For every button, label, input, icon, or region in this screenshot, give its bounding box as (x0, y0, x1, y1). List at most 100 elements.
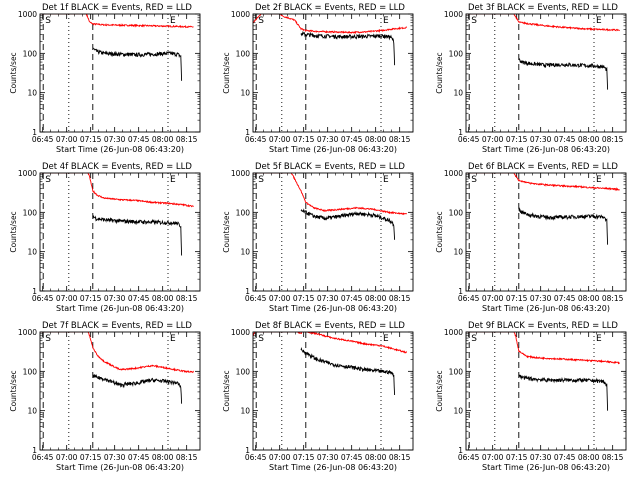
panel-title: Det 6f BLACK = Events, RED = LLD (468, 162, 618, 172)
y-tick-label: 1000 (231, 10, 250, 19)
x-tick-label: 07:30 (317, 294, 339, 303)
x-tick-label: 08:15 (389, 294, 411, 303)
x-axis-title: Start Time (26-Jun-08 06:43:20) (269, 304, 397, 313)
x-tick-label: 08:15 (176, 294, 198, 303)
events-series-line (92, 214, 183, 256)
x-tick-label: 06:45 (458, 294, 480, 303)
y-tick-label: 1 (32, 446, 37, 455)
x-tick-label: 07:30 (317, 453, 339, 462)
x-tick-label: 06:45 (32, 453, 54, 462)
y-tick-label: 1000 (18, 328, 37, 337)
events-series-line (518, 207, 609, 245)
events-series-line (300, 347, 396, 396)
x-tick-label: 07:15 (80, 294, 102, 303)
y-tick-label: 1000 (444, 169, 463, 178)
y-tick-label: 1000 (444, 328, 463, 337)
x-tick-label: 06:45 (458, 135, 480, 144)
end-marker-label: E (596, 334, 602, 344)
y-tick-label: 1 (245, 446, 250, 455)
panel-title: Det 3f BLACK = Events, RED = LLD (468, 3, 618, 13)
plot-area (40, 173, 194, 256)
y-tick-label: 1 (458, 287, 463, 296)
panel-title: Det 4f BLACK = Events, RED = LLD (42, 162, 192, 172)
x-axis-title: Start Time (26-Jun-08 06:43:20) (56, 463, 184, 472)
x-tick-label: 07:30 (530, 453, 552, 462)
panel-det-6: Det 6f BLACK = Events, RED = LLD 1 10 100 10… (435, 162, 627, 313)
panel-title: Det 9f BLACK = Events, RED = LLD (468, 321, 618, 331)
y-axis-title: Counts/sec (222, 211, 231, 252)
panel-title: Det 7f BLACK = Events, RED = LLD (42, 321, 192, 331)
x-tick-label: 07:00 (56, 453, 78, 462)
y-tick-label: 1000 (444, 10, 463, 19)
x-tick-label: 08:00 (152, 135, 174, 144)
y-tick-label: 10 (240, 248, 250, 257)
plot-area (466, 332, 620, 411)
y-tick-label: 100 (236, 367, 251, 376)
x-tick-label: 08:00 (152, 453, 174, 462)
x-tick-label: 07:45 (128, 135, 150, 144)
plot-frame (39, 172, 201, 292)
end-marker-label: E (383, 334, 389, 344)
x-axis-title: Start Time (26-Jun-08 06:43:20) (482, 463, 610, 472)
x-tick-label: 07:15 (506, 294, 528, 303)
start-marker-label: S (471, 16, 477, 26)
lld-series-line (253, 173, 407, 216)
x-tick-label: 07:00 (482, 294, 504, 303)
end-marker-label: E (170, 16, 176, 26)
plot-frame (252, 172, 414, 292)
events-series-line (92, 373, 183, 404)
plot-area (466, 14, 620, 90)
x-tick-label: 08:15 (602, 135, 624, 144)
start-marker-label: S (45, 334, 51, 344)
lld-series-line (40, 332, 194, 374)
panel-title: Det 2f BLACK = Events, RED = LLD (255, 3, 405, 13)
x-tick-label: 07:15 (293, 453, 315, 462)
x-tick-label: 07:15 (293, 135, 315, 144)
x-tick-label: 07:45 (341, 294, 363, 303)
panel-title: Det 8f BLACK = Events, RED = LLD (255, 321, 405, 331)
y-axis-title: Counts/sec (9, 52, 18, 93)
x-tick-label: 06:45 (32, 135, 54, 144)
lld-series-line (466, 14, 620, 32)
x-axis-title: Start Time (26-Jun-08 06:43:20) (56, 145, 184, 154)
end-marker-label: E (170, 334, 176, 344)
events-series-line (300, 208, 396, 240)
lld-series-line (466, 173, 620, 192)
plot-area (253, 332, 408, 396)
panel-det-4: Det 4f BLACK = Events, RED = LLD 1 10 100 10… (9, 162, 201, 313)
lld-series-line (253, 332, 408, 354)
y-tick-label: 1 (32, 128, 37, 137)
start-marker-label: S (45, 175, 51, 185)
x-tick-label: 07:30 (104, 294, 126, 303)
panel-title: Det 5f BLACK = Events, RED = LLD (255, 162, 405, 172)
panel-title: Det 1f BLACK = Events, RED = LLD (42, 3, 192, 13)
x-tick-label: 08:15 (176, 135, 198, 144)
end-marker-label: E (383, 16, 389, 26)
x-tick-label: 07:30 (317, 135, 339, 144)
y-tick-label: 100 (449, 367, 464, 376)
x-tick-label: 07:15 (80, 453, 102, 462)
x-tick-label: 06:45 (245, 135, 267, 144)
x-tick-label: 07:30 (104, 135, 126, 144)
panel-det-3: Det 3f BLACK = Events, RED = LLD 1 10 100 10… (435, 3, 627, 154)
plot-frame (465, 172, 627, 292)
x-tick-label: 07:30 (104, 453, 126, 462)
start-marker-label: S (258, 334, 264, 344)
end-marker-label: E (170, 175, 176, 185)
y-tick-label: 10 (453, 248, 463, 257)
x-tick-label: 07:00 (482, 135, 504, 144)
y-tick-label: 1000 (231, 169, 250, 178)
x-axis-title: Start Time (26-Jun-08 06:43:20) (482, 145, 610, 154)
y-tick-label: 100 (23, 208, 38, 217)
x-tick-label: 07:00 (56, 135, 78, 144)
y-axis-title: Counts/sec (9, 370, 18, 411)
x-tick-label: 07:00 (56, 294, 78, 303)
x-tick-label: 07:45 (341, 135, 363, 144)
x-tick-label: 07:00 (482, 453, 504, 462)
x-tick-label: 08:00 (365, 294, 387, 303)
plot-frame (39, 13, 201, 133)
y-tick-label: 1 (245, 287, 250, 296)
events-series-line (518, 374, 609, 411)
y-tick-label: 100 (449, 49, 464, 58)
